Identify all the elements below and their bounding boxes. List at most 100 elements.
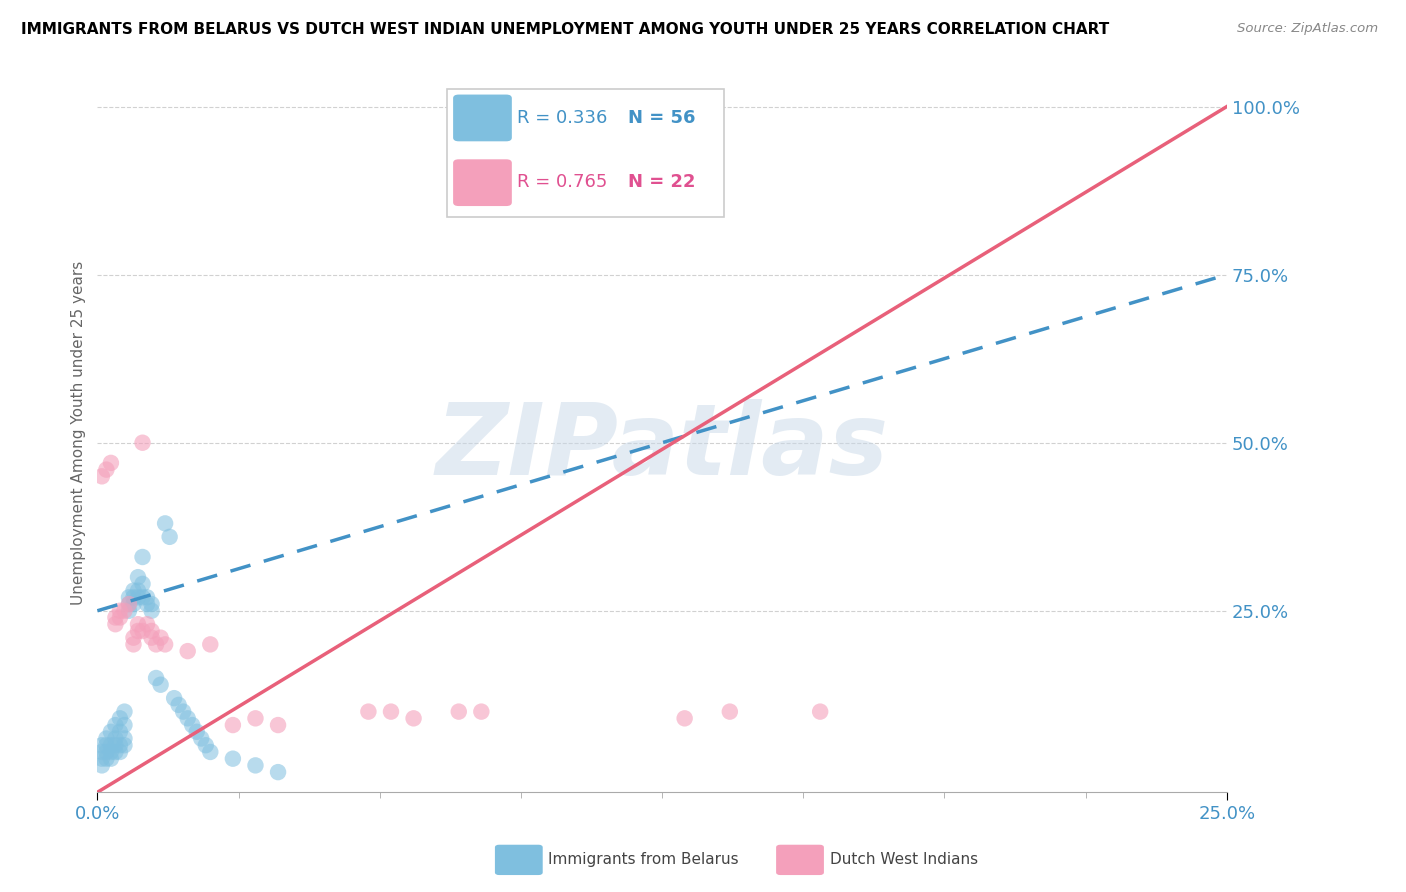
Point [131,624,153,638]
Point [122,631,145,645]
Point [245,758,267,772]
Point [114,738,136,752]
Point [145,671,167,685]
Point [118,597,141,611]
Text: ZIPatlas: ZIPatlas [436,399,889,496]
Point [104,738,127,752]
Point [141,597,163,611]
Point [181,718,204,732]
Text: N = 56: N = 56 [628,109,696,127]
Point [118,591,141,605]
Point [470,705,492,719]
Point [122,583,145,598]
Point [90,752,112,766]
Point [96,462,118,476]
Point [380,705,402,719]
Point [100,724,122,739]
Point [104,617,127,632]
Point [167,698,190,712]
Point [267,718,290,732]
Point [149,678,172,692]
Point [136,597,159,611]
Point [100,745,122,759]
Point [114,718,136,732]
Point [118,604,141,618]
Point [718,705,741,719]
Point [90,469,112,483]
Point [90,738,112,752]
Point [159,530,181,544]
Point [141,604,163,618]
Point [104,731,127,746]
Point [402,711,425,725]
Point [149,631,172,645]
Point [200,745,222,759]
Point [104,718,127,732]
Point [96,752,118,766]
Point [141,631,163,645]
Point [127,583,149,598]
Point [172,705,194,719]
Point [100,456,122,470]
FancyBboxPatch shape [453,95,512,141]
Point [104,745,127,759]
FancyBboxPatch shape [447,89,724,217]
Point [131,577,153,591]
Point [153,516,176,531]
Text: R = 0.765: R = 0.765 [517,173,607,191]
Point [108,610,131,624]
Text: Immigrants from Belarus: Immigrants from Belarus [548,853,740,867]
Point [108,745,131,759]
Point [145,637,167,651]
Point [108,711,131,725]
Point [100,752,122,766]
Point [90,745,112,759]
Point [118,597,141,611]
Point [194,738,217,752]
Point [96,738,118,752]
Point [108,738,131,752]
Text: R = 0.336: R = 0.336 [517,109,607,127]
Point [131,591,153,605]
Point [673,711,696,725]
Point [163,691,186,706]
Point [127,570,149,584]
Point [153,637,176,651]
Point [808,705,831,719]
Point [245,711,267,725]
Point [100,738,122,752]
Point [136,591,159,605]
Point [190,731,212,746]
Point [136,617,159,632]
Point [515,127,537,141]
Point [122,637,145,651]
Point [108,724,131,739]
Point [108,604,131,618]
Text: IMMIGRANTS FROM BELARUS VS DUTCH WEST INDIAN UNEMPLOYMENT AMONG YOUTH UNDER 25 Y: IMMIGRANTS FROM BELARUS VS DUTCH WEST IN… [21,22,1109,37]
Point [131,435,153,450]
Point [127,624,149,638]
Text: Source: ZipAtlas.com: Source: ZipAtlas.com [1237,22,1378,36]
FancyBboxPatch shape [453,160,512,206]
Point [267,765,290,780]
Text: Dutch West Indians: Dutch West Indians [830,853,977,867]
Text: N = 22: N = 22 [628,173,696,191]
Point [447,705,470,719]
Point [222,718,245,732]
Point [127,591,149,605]
Point [131,549,153,564]
Y-axis label: Unemployment Among Youth under 25 years: Unemployment Among Youth under 25 years [72,260,86,605]
Point [186,724,208,739]
Point [222,752,245,766]
Point [177,711,200,725]
Point [141,624,163,638]
Point [90,758,112,772]
Point [122,591,145,605]
Point [114,731,136,746]
Point [177,644,200,658]
Point [104,610,127,624]
Point [114,604,136,618]
Point [114,705,136,719]
Point [96,731,118,746]
Point [357,705,380,719]
